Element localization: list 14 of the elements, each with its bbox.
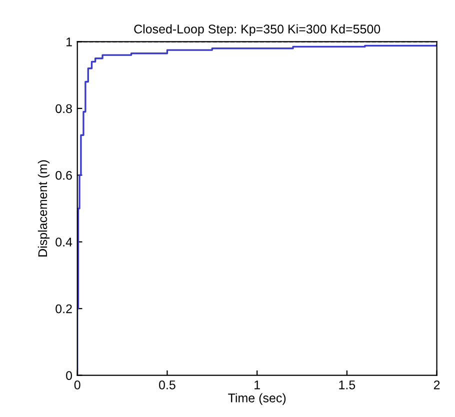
y-tick-label: 0.4 bbox=[56, 238, 72, 247]
x-tick-label: 1 bbox=[254, 380, 260, 390]
y-tick-label: 1 bbox=[66, 38, 72, 46]
y-tick-label: 0 bbox=[66, 371, 72, 380]
y-axis-title: Displacement (m) bbox=[38, 160, 50, 256]
chart-title: Closed-Loop Step: Kp=350 Ki=300 Kd=5500 bbox=[134, 24, 380, 36]
x-tick-label: 0.5 bbox=[159, 380, 176, 390]
x-axis-title: Time (sec) bbox=[228, 393, 286, 405]
y-tick-label: 0.8 bbox=[56, 104, 72, 114]
y-tick-label: 0.6 bbox=[56, 170, 72, 180]
y-tick-label: 0.2 bbox=[56, 304, 72, 314]
x-tick-label: 0 bbox=[74, 380, 80, 390]
x-tick-label: 2 bbox=[434, 380, 440, 390]
x-tick-label: 1.5 bbox=[339, 380, 356, 390]
